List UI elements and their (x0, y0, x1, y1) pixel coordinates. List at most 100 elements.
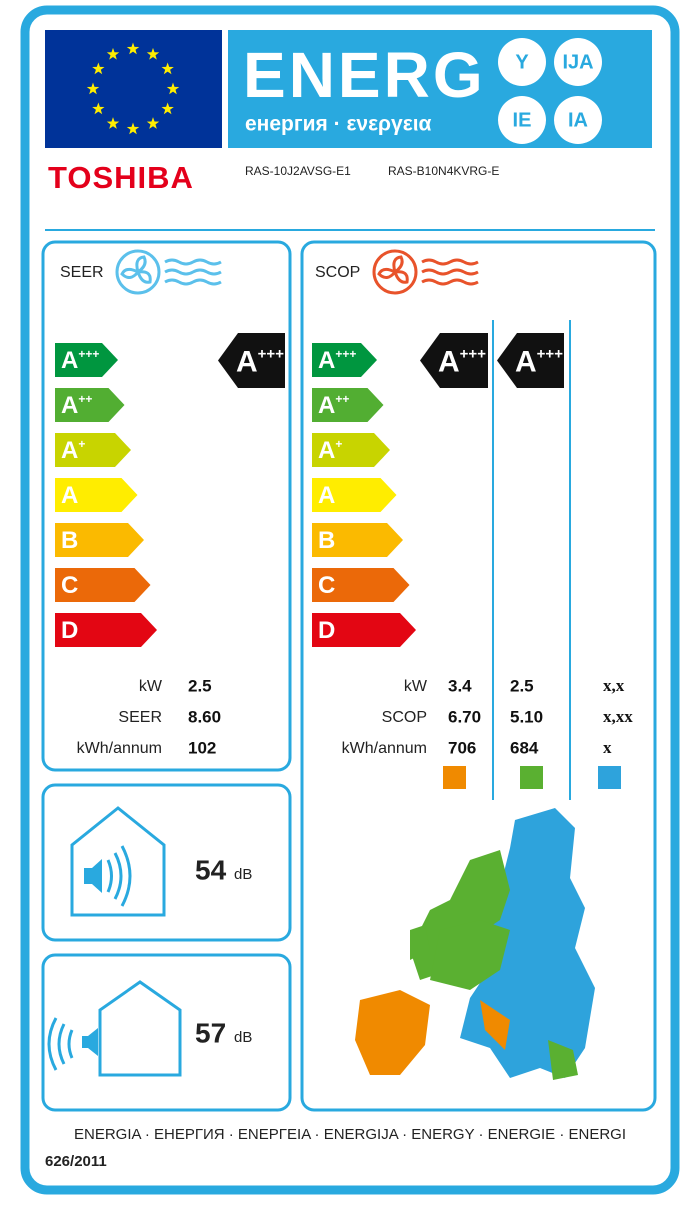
noise-value: 54 (195, 854, 227, 885)
row-value: x,x (603, 676, 625, 695)
indoor-noise-icon (70, 806, 166, 917)
speaker (82, 1028, 98, 1056)
regulation: 626/2011 (45, 1153, 107, 1170)
badge (498, 96, 546, 144)
header-subtitle: енергия · ενεργεια (245, 113, 432, 136)
zone-swatch (520, 766, 543, 789)
class-arrow (55, 478, 138, 512)
noise-unit: dB (234, 866, 252, 883)
noise-unit: dB (234, 1029, 252, 1046)
class-arrow (312, 613, 416, 647)
class-letter: B (61, 527, 78, 554)
row-value: 102 (188, 738, 216, 757)
class-arrow (312, 478, 397, 512)
class-label: D (318, 617, 335, 644)
zone-swatch (598, 766, 621, 789)
star (161, 62, 174, 75)
class-label: A (318, 482, 335, 509)
star (146, 47, 160, 60)
scop-title: SCOP (315, 264, 360, 281)
row-label: kWh/annum (77, 740, 162, 757)
class-arrow (312, 388, 384, 422)
class-arrow (312, 343, 377, 377)
badge-text: IE (513, 109, 532, 131)
class-arrow (312, 433, 390, 467)
row-label: kWh/annum (342, 740, 427, 757)
class-letter: C (318, 572, 335, 599)
class-label: A++ (318, 392, 349, 419)
class-label: B (318, 527, 335, 554)
class-label: A+++ (438, 345, 486, 378)
class-label: A+ (61, 437, 85, 464)
class-letter: A (61, 392, 78, 419)
row-label: kW (404, 678, 428, 695)
class-sup: ++ (335, 392, 349, 406)
rating-arrow (420, 333, 488, 388)
class-letter: D (318, 617, 335, 644)
row-value: 3.4 (448, 676, 472, 695)
class-letter: A (318, 437, 335, 464)
cooling-icon (115, 249, 222, 295)
zone-swatch (443, 766, 466, 789)
class-arrow (55, 523, 144, 557)
class-letter: C (61, 572, 78, 599)
row-value: 6.70 (448, 707, 481, 726)
class-label: A (61, 482, 78, 509)
row-value: x (603, 738, 612, 757)
class-sup: +++ (258, 345, 285, 362)
class-arrow (55, 388, 125, 422)
brand: TOSHIBA (48, 160, 194, 195)
class-letter: A (61, 482, 78, 509)
class-letter: A (438, 345, 460, 378)
row-label: SCOP (382, 709, 427, 726)
indoor-noise-panel (41, 783, 292, 942)
star (126, 42, 140, 55)
class-letter: A (318, 392, 335, 419)
badge (554, 38, 602, 86)
speaker (84, 845, 132, 907)
row-value: x,xx (603, 707, 633, 726)
row-value: 684 (510, 738, 539, 757)
class-sup: +++ (460, 345, 487, 362)
row-value: 8.60 (188, 707, 221, 726)
model: RAS-10J2AVSG-E1 (245, 164, 351, 178)
row-value: 5.10 (510, 707, 543, 726)
badge-text: Y (515, 51, 529, 73)
star (86, 82, 100, 95)
class-arrow (55, 343, 118, 377)
badge (498, 38, 546, 86)
class-label: A+++ (515, 345, 563, 378)
class-letter: A (515, 345, 537, 378)
model: RAS-B10N4KVRG-E (388, 164, 499, 178)
badge-text: IA (568, 109, 588, 131)
star (166, 82, 180, 95)
star (92, 102, 105, 115)
class-arrow (312, 568, 410, 602)
class-label: D (61, 617, 78, 644)
star (106, 47, 120, 60)
heating-icon (372, 249, 479, 295)
class-sup: +++ (537, 345, 564, 362)
star (92, 62, 105, 75)
header-title: ENERG (243, 39, 486, 111)
star (161, 102, 174, 115)
footer-languages: ENERGIA · ЕНЕРГИЯ · ΕΝΕΡΓΕΙΑ · ENERGIJA … (74, 1126, 626, 1143)
class-label: B (61, 527, 78, 554)
rating-arrow (218, 333, 285, 388)
class-label: A+++ (236, 345, 284, 378)
outdoor-noise-panel (41, 953, 292, 1112)
class-label: A++ (61, 392, 92, 419)
class-sup: +++ (78, 347, 99, 361)
class-label: A+++ (318, 347, 356, 374)
star (106, 117, 120, 129)
class-letter: A (318, 347, 335, 374)
class-label: A+ (318, 437, 342, 464)
europe-map (355, 808, 595, 1080)
badge-text: IJA (562, 51, 593, 73)
class-letter: A (236, 345, 258, 378)
row-value: 2.5 (188, 676, 212, 695)
class-arrow (55, 568, 151, 602)
badge (554, 96, 602, 144)
